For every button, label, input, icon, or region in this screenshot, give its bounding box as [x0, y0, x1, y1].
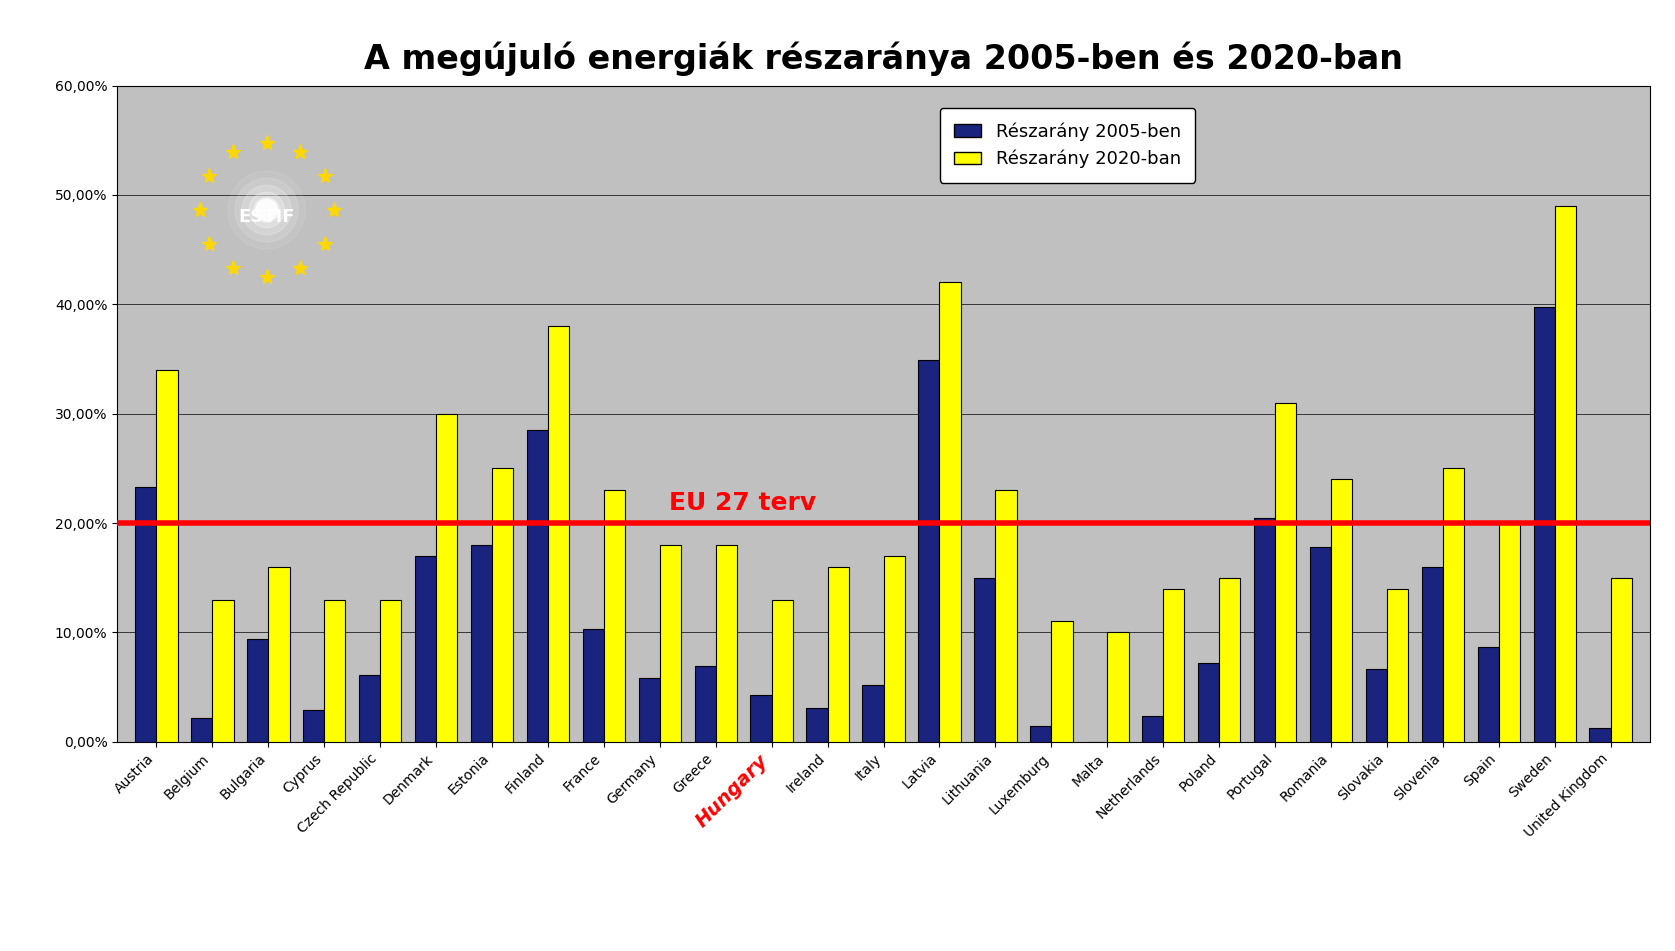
Bar	[492, 469, 513, 742]
Bar	[191, 718, 213, 742]
Bar	[975, 578, 995, 742]
Bar	[863, 685, 884, 742]
Bar	[715, 545, 737, 742]
Bar	[436, 414, 457, 742]
Bar	[548, 326, 570, 742]
Bar	[940, 282, 961, 742]
Bar	[1332, 479, 1352, 742]
Bar	[1107, 632, 1129, 742]
Bar	[1219, 578, 1241, 742]
Bar	[136, 487, 156, 742]
Bar	[156, 370, 178, 742]
Bar	[1275, 403, 1296, 742]
Bar	[1534, 306, 1554, 742]
Bar	[638, 678, 660, 742]
Title: A megújuló energiák részaránya 2005-ben és 2020-ban: A megújuló energiák részaránya 2005-ben …	[363, 42, 1404, 76]
Bar	[526, 430, 548, 742]
Bar	[1310, 547, 1332, 742]
Bar	[1590, 728, 1611, 742]
Bar	[1387, 589, 1409, 742]
Bar	[1422, 567, 1442, 742]
Bar	[995, 491, 1017, 742]
Bar	[1198, 663, 1219, 742]
Bar	[358, 675, 380, 742]
Bar	[695, 667, 715, 742]
Bar	[1030, 727, 1052, 742]
Bar	[1365, 669, 1387, 742]
Bar	[750, 695, 772, 742]
Bar	[246, 639, 268, 742]
Text: EU 27 terv: EU 27 terv	[668, 492, 816, 515]
Bar	[380, 600, 402, 742]
Bar	[1554, 206, 1576, 742]
Bar	[583, 630, 605, 742]
Bar	[471, 545, 492, 742]
Bar	[415, 555, 436, 742]
Bar	[1052, 622, 1072, 742]
Bar	[660, 545, 682, 742]
Bar	[325, 600, 345, 742]
Bar	[1142, 715, 1162, 742]
Bar	[303, 710, 325, 742]
Bar	[1477, 647, 1499, 742]
Bar	[268, 567, 290, 742]
Bar	[605, 491, 625, 742]
Bar	[884, 555, 905, 742]
Bar	[1255, 517, 1275, 742]
Bar	[1442, 469, 1464, 742]
Bar	[918, 360, 940, 742]
Bar	[1162, 589, 1184, 742]
Bar	[827, 567, 849, 742]
Bar	[1499, 523, 1521, 742]
Bar	[806, 708, 827, 742]
Legend: Részarány 2005-ben, Részarány 2020-ban: Részarány 2005-ben, Részarány 2020-ban	[940, 107, 1196, 183]
Bar	[772, 600, 792, 742]
Bar	[213, 600, 233, 742]
Bar	[1611, 578, 1631, 742]
